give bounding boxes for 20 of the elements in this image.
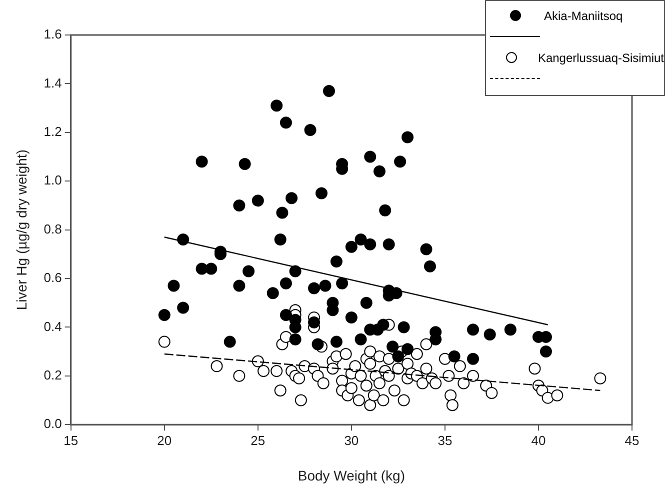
y-tick-label: 1.6 (44, 26, 62, 42)
y-tick-label: 0.8 (44, 221, 62, 236)
x-tick-label: 20 (157, 432, 172, 448)
y-tick-label: 1.0 (44, 172, 62, 188)
y-tick-label: 0.2 (44, 367, 62, 382)
x-tick-label: 25 (250, 432, 266, 448)
legend-label: Kangerlussuaq-Sisimiut (538, 50, 664, 64)
y-axis-title: Liver Hg (µg/g dry weight) (13, 150, 30, 310)
y-tick-label: 0.0 (44, 416, 62, 432)
x-tick-label: 30 (344, 432, 359, 448)
x-tick-label: 40 (531, 432, 546, 448)
y-tick-label: 1.2 (44, 124, 62, 139)
x-tick-label: 15 (64, 432, 78, 448)
y-tick-label: 0.4 (44, 318, 62, 334)
legend-label: Akia-Maniitsoq (544, 8, 623, 22)
y-tick-label: 0.6 (44, 270, 62, 286)
y-tick-label: 1.4 (44, 75, 62, 90)
x-axis-title: Body Weight (kg) (298, 467, 405, 484)
x-tick-label: 45 (624, 432, 640, 448)
x-tick-label: 35 (438, 432, 452, 448)
